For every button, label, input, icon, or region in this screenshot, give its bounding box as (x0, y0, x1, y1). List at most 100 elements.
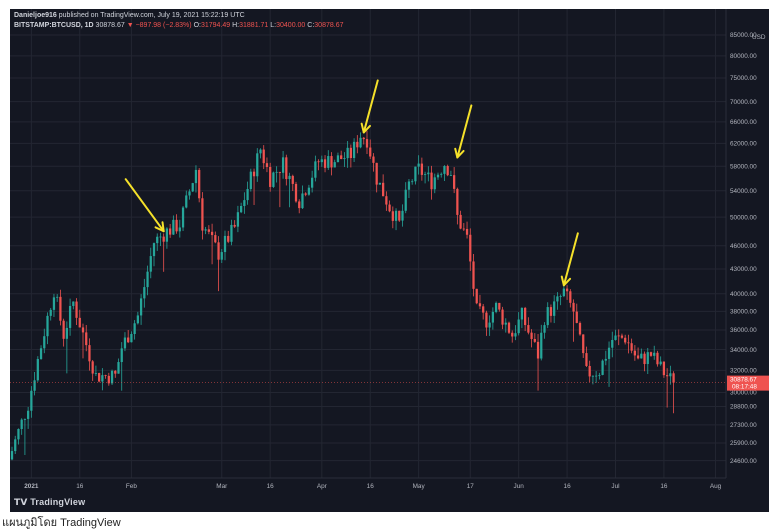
candle (356, 135, 359, 154)
candle (39, 345, 43, 360)
candle (188, 189, 191, 200)
candle-body (656, 352, 659, 365)
candle (614, 329, 617, 341)
candle (430, 165, 433, 200)
x-tick-label: 16 (564, 483, 572, 490)
y-tick-label: 40000.00 (730, 291, 757, 298)
y-tick-label: 43000.00 (730, 266, 757, 273)
candle-body (394, 210, 398, 221)
candle-body (527, 325, 530, 333)
candle-body (311, 177, 314, 188)
candle-body (188, 191, 191, 196)
price-chart[interactable]: 85000.00 80000.00 75000.00 70000.00 66000.00… (10, 9, 769, 512)
candle (175, 214, 178, 234)
candle (240, 202, 243, 214)
candle (304, 192, 307, 197)
candle-body (127, 337, 130, 343)
x-tick-label: 16 (660, 483, 668, 490)
candle (346, 141, 349, 168)
candle-body (269, 166, 272, 187)
candle-body (207, 229, 210, 232)
candle-body (210, 231, 214, 236)
candle (133, 320, 136, 340)
candle (59, 289, 62, 326)
candle-body (194, 169, 198, 184)
candle (598, 372, 601, 380)
candle-body (101, 375, 104, 382)
candle (530, 329, 533, 348)
candle-body (27, 410, 30, 419)
candle-body (653, 352, 656, 356)
x-tick-label: 17 (467, 483, 475, 490)
candle (62, 318, 65, 347)
candle (372, 153, 375, 172)
candle (127, 330, 130, 344)
candle-body (433, 177, 436, 190)
candle-body (285, 157, 288, 180)
close-value: 30878.67 (314, 22, 344, 29)
candle (436, 172, 440, 180)
x-tick-label: Jun (514, 483, 525, 490)
candle-body (185, 195, 188, 208)
candle (227, 230, 230, 244)
candle-body (349, 147, 352, 159)
chart-panel[interactable]: 85000.00 80000.00 75000.00 70000.00 66000.00… (10, 9, 769, 512)
candle-body (562, 288, 565, 297)
candle-body (107, 375, 110, 384)
y-tick-label: 58000.00 (730, 163, 757, 170)
candle (578, 321, 582, 336)
candle (214, 231, 217, 244)
symbol-legend: BITSTAMP:BTCUSD, 1D 30878.67 ▼ −897.98 (… (14, 22, 343, 29)
chart-caption: แผนภูมิโดย TradingView (2, 517, 121, 529)
candle-body (582, 334, 585, 354)
candle (588, 360, 591, 383)
candle-body (362, 137, 365, 140)
candle-body (533, 338, 536, 342)
candle (139, 294, 143, 325)
candle-body (453, 175, 456, 189)
candle-body (68, 305, 72, 328)
tradingview-logo[interactable]: 𝗧𝗩 TradingView (14, 497, 85, 508)
candle-body (372, 156, 375, 163)
candle-body (175, 219, 178, 232)
candle-body (17, 429, 20, 440)
candle (669, 365, 672, 385)
candle-body (446, 166, 449, 176)
candle-body (407, 181, 411, 190)
candle (352, 138, 356, 162)
candle (101, 368, 104, 391)
candle (382, 174, 385, 197)
candle (320, 155, 323, 167)
y-tick-label: 25900.00 (730, 440, 757, 447)
candle-body (233, 224, 236, 227)
candle-body (317, 161, 320, 163)
candle-body (23, 418, 27, 420)
candle (378, 182, 382, 185)
candle (472, 254, 475, 297)
candle (288, 172, 291, 208)
candle-body (604, 358, 607, 361)
candle (191, 182, 194, 193)
candle (198, 168, 201, 203)
candle (252, 168, 256, 206)
y-tick-label: 36000.00 (730, 327, 757, 334)
x-tick-label: 16 (267, 483, 275, 490)
candle (517, 312, 520, 336)
candle-body (391, 211, 394, 221)
candle (298, 199, 301, 214)
candle-body (262, 149, 265, 164)
candle-body (62, 320, 65, 339)
publisher-name[interactable]: Danieljoe916 (14, 12, 57, 19)
candle (414, 166, 417, 185)
x-tick-label: Feb (126, 483, 137, 490)
y-tick-label: 38000.00 (730, 309, 757, 316)
annotation-arrow (124, 178, 165, 233)
symbol-label[interactable]: BITSTAMP:BTCUSD, 1D (14, 22, 94, 29)
candle (291, 174, 294, 192)
candle-body (504, 322, 507, 325)
x-tick-label: May (413, 483, 426, 490)
candle-body (275, 171, 278, 173)
candle-body (230, 224, 233, 242)
candle (30, 386, 33, 418)
candle-body (669, 373, 672, 377)
